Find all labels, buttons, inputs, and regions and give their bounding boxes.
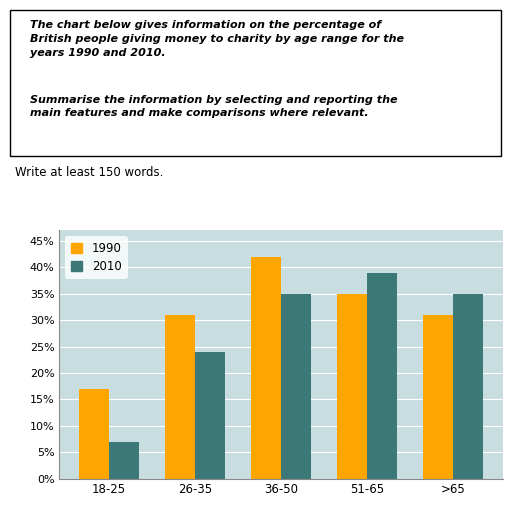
Bar (195, 352, 225, 479)
Text: Write at least 150 words.: Write at least 150 words. (15, 166, 164, 179)
FancyBboxPatch shape (10, 10, 501, 156)
Text: The chart below gives information on the percentage of
British people giving mon: The chart below gives information on the… (30, 20, 404, 58)
Bar (337, 294, 367, 479)
Bar (453, 294, 483, 479)
Text: Summarise the information by selecting and reporting the
main features and make : Summarise the information by selecting a… (30, 95, 398, 118)
Bar (423, 315, 453, 479)
Bar (109, 442, 139, 479)
Bar (367, 273, 397, 479)
Bar (251, 257, 281, 479)
Bar (165, 315, 195, 479)
Bar (79, 389, 109, 479)
Bar (281, 294, 311, 479)
Legend: 1990, 2010: 1990, 2010 (65, 237, 128, 279)
